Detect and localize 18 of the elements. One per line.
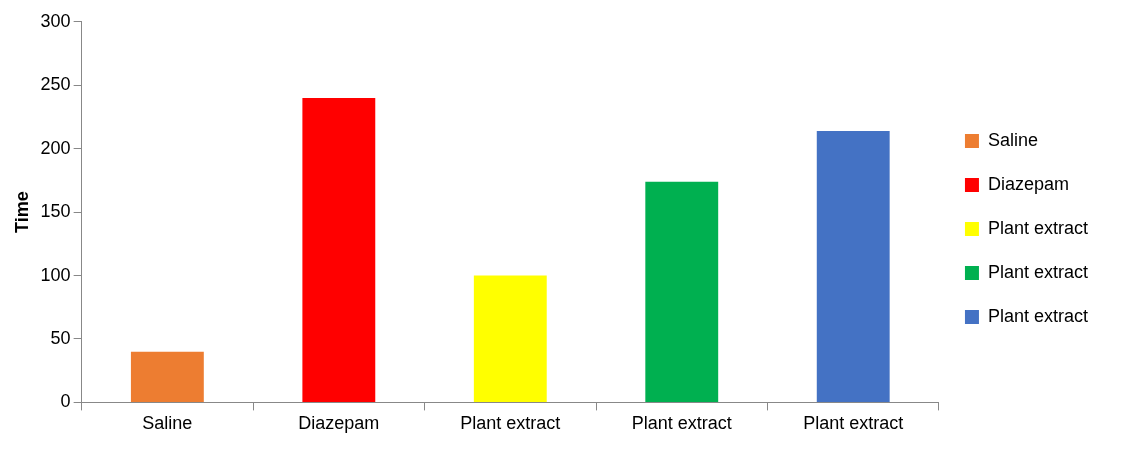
legend-label: Saline bbox=[987, 129, 1038, 150]
y-tick-label: 0 bbox=[60, 391, 71, 412]
y-axis-title: Time bbox=[11, 191, 32, 233]
x-tick-label: Saline bbox=[142, 413, 193, 434]
x-tick-label: Plant extract bbox=[631, 413, 732, 434]
legend-label: Plant extract bbox=[987, 305, 1088, 326]
y-tick-label: 100 bbox=[40, 264, 71, 285]
y-tick-label: 250 bbox=[40, 74, 71, 95]
legend-label: Diazepam bbox=[987, 173, 1069, 194]
x-tick-label: Plant extract bbox=[460, 413, 561, 434]
x-tick-label: Diazepam bbox=[298, 413, 380, 434]
x-tick-label: Plant extract bbox=[803, 413, 904, 434]
legend-label: Plant extract bbox=[987, 261, 1088, 282]
legend-label: Plant extract bbox=[987, 217, 1088, 238]
y-tick-label: 300 bbox=[40, 10, 71, 31]
y-tick-label: 50 bbox=[50, 327, 71, 348]
y-tick-label: 200 bbox=[40, 137, 71, 158]
y-tick-label: 150 bbox=[40, 201, 71, 222]
